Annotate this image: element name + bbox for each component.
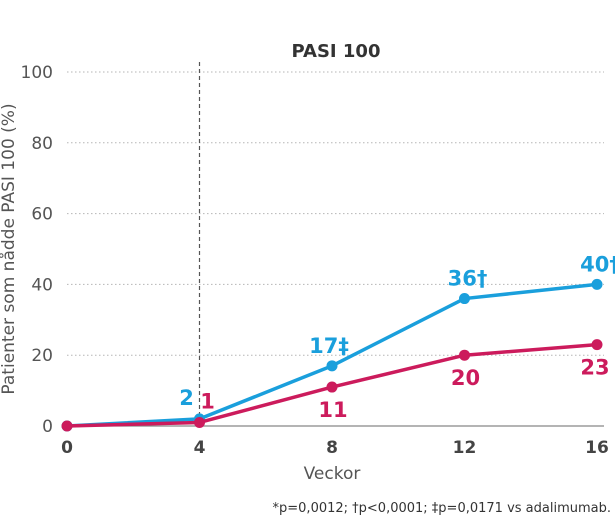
x-tick-label: 0 bbox=[61, 438, 73, 458]
x-tick-label: 4 bbox=[194, 438, 206, 458]
gridlines bbox=[67, 71, 604, 356]
y-tick-label: 0 bbox=[42, 417, 53, 437]
x-axis-label: Veckor bbox=[304, 464, 361, 484]
y-tick-label: 60 bbox=[31, 205, 53, 225]
y-axis-label: Patienter som nådde PASI 100 (%) bbox=[0, 103, 19, 394]
data-label: 40† bbox=[580, 252, 615, 276]
data-point bbox=[61, 420, 73, 432]
y-tick-label: 100 bbox=[21, 63, 53, 83]
x-tick-label: 12 bbox=[453, 438, 477, 458]
data-point bbox=[591, 339, 603, 351]
series-1: 2 17‡ 36† 40† bbox=[61, 252, 615, 432]
data-point bbox=[326, 360, 338, 372]
x-tick-label: 16 bbox=[585, 438, 609, 458]
data-label: 36† bbox=[448, 267, 488, 291]
data-label: 2 bbox=[179, 386, 194, 410]
chart-title: PASI 100 bbox=[292, 41, 381, 62]
data-point bbox=[194, 416, 205, 428]
y-tick-label: 20 bbox=[31, 346, 53, 366]
data-label: 11 bbox=[318, 398, 347, 422]
footnote: *p=0,0012; †p<0,0001; ‡p=0,0171 vs adali… bbox=[273, 501, 611, 516]
data-label: 17‡ bbox=[309, 334, 349, 358]
data-label: 1 bbox=[200, 389, 215, 413]
y-tick-label: 40 bbox=[31, 275, 53, 295]
data-point bbox=[459, 349, 470, 361]
data-label: 20 bbox=[451, 366, 480, 390]
x-tick-labels: 0 4 8 12 16 bbox=[61, 438, 609, 458]
y-tick-labels: 0 20 40 60 80 100 bbox=[21, 63, 53, 437]
y-tick-label: 80 bbox=[31, 134, 53, 154]
data-label: 23 bbox=[580, 356, 609, 380]
data-point bbox=[326, 381, 338, 393]
x-tick-label: 8 bbox=[326, 438, 338, 458]
data-point bbox=[459, 293, 470, 305]
data-point bbox=[591, 278, 603, 290]
